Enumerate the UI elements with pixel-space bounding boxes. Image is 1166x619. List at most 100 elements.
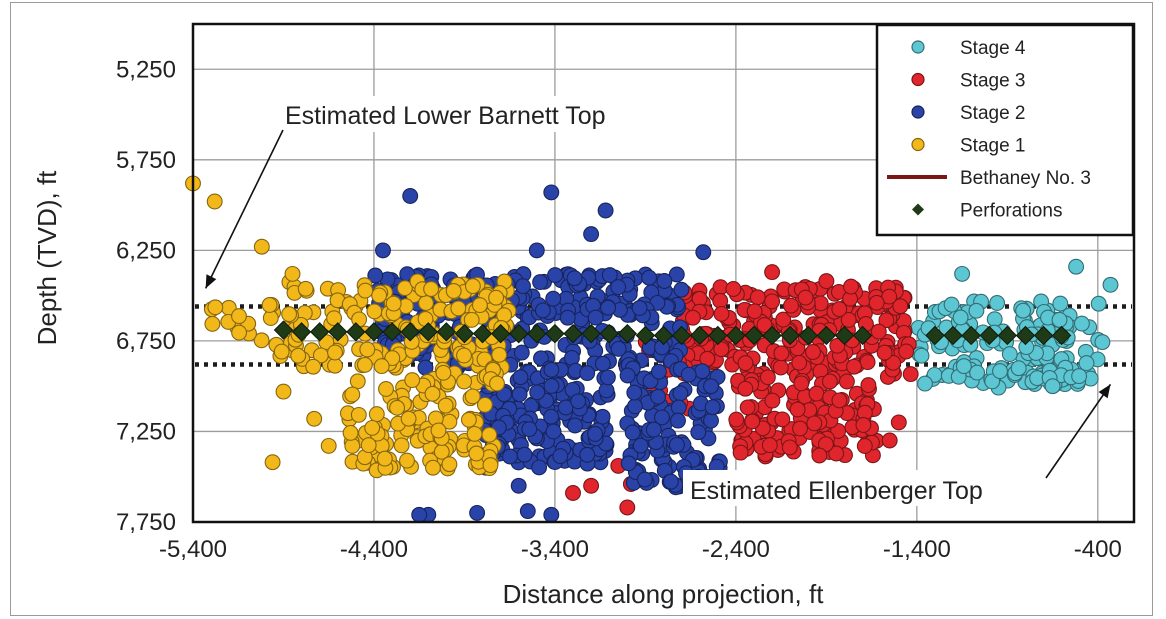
stage-2-point: [375, 242, 391, 259]
perforation-marker: [454, 323, 475, 344]
stage-1-point: [297, 280, 314, 297]
stage-1-point: [435, 364, 452, 381]
stage-4-point: [989, 295, 1006, 311]
stage-3-point: [764, 293, 781, 310]
stage-1-point: [306, 410, 323, 427]
stage-1-point: [463, 311, 480, 328]
stage-2-point: [624, 424, 641, 441]
stage-1-point: [378, 381, 394, 397]
stage-3-point: [902, 366, 919, 383]
perforation-marker: [400, 322, 420, 342]
y-tick-label: 5,250: [116, 56, 176, 83]
stage-2-point: [694, 363, 711, 380]
x-tick-label: -2,400: [702, 536, 770, 563]
stage-3-point: [855, 417, 872, 433]
y-tick-label: 5,750: [116, 147, 176, 174]
stage-3-point: [791, 354, 808, 371]
stage-1-point: [320, 437, 337, 454]
stage-4-point: [1094, 334, 1111, 351]
stage-3-point: [898, 343, 915, 360]
legend-entry-label: Bethaney No. 3: [960, 168, 1091, 189]
legend-entry-label: Stage 4: [960, 38, 1026, 59]
stage-1-point: [204, 315, 221, 332]
ellenberger-annotation: Estimated Ellenberger Top: [690, 477, 983, 505]
stage-1-point: [327, 344, 343, 361]
x-tick-label: -3,400: [521, 536, 589, 563]
stage-4-point: [992, 363, 1008, 380]
perforation-marker: [563, 323, 583, 344]
perforation-marker: [798, 325, 818, 346]
perforation-marker: [762, 325, 782, 346]
legend-box: [875, 23, 1135, 237]
stage-3-point: [737, 380, 754, 397]
legend-dot-marker: [911, 72, 925, 87]
stage-3-point: [619, 499, 636, 516]
stage-2-point: [583, 226, 600, 243]
stage-4-point: [1044, 378, 1061, 395]
stage-1-point: [468, 445, 485, 462]
stage-3-point: [728, 411, 745, 428]
perforation-marker: [472, 323, 493, 344]
stage-4-point: [954, 265, 971, 282]
stage-3-point: [781, 439, 798, 456]
perforation-marker: [273, 320, 294, 340]
stage-1-point: [450, 300, 467, 317]
stage-4-point: [969, 364, 986, 381]
stage-3-point: [793, 375, 810, 392]
perforation-marker: [943, 325, 963, 346]
stage-2-point: [543, 506, 560, 523]
stage-1-point: [430, 422, 447, 439]
annotations: Estimated Lower Barnett Top Estimated Ell…: [204, 96, 1112, 506]
stage-2-point: [695, 244, 712, 261]
perforation-marker: [1015, 325, 1036, 346]
stage-3-point: [764, 392, 781, 409]
perforation-marker: [490, 323, 511, 344]
stage-3-point: [583, 477, 600, 494]
stage-3-point: [797, 289, 814, 306]
stage-2-point: [641, 269, 658, 286]
annotation-arrow: [204, 129, 284, 289]
stage-1-point: [389, 399, 406, 416]
stage-1-point: [425, 459, 441, 476]
stage-3-point: [808, 385, 825, 402]
stage-4-point: [1090, 295, 1107, 312]
x-tick-label: -1,400: [883, 536, 951, 563]
stage-3-point: [840, 311, 857, 328]
stage-1-point: [290, 347, 307, 364]
perforation-marker: [581, 323, 601, 344]
stage-1-point: [356, 356, 373, 373]
stage-3-point: [565, 485, 581, 501]
annotation-arrowhead: [1098, 384, 1111, 399]
stage-3-point: [831, 301, 848, 318]
stage-1-point: [360, 437, 377, 454]
legend-entry-label: Stage 1: [960, 136, 1026, 157]
stage-3-point: [818, 273, 835, 290]
stage-3-point: [737, 355, 754, 372]
stage-1-point: [491, 346, 508, 363]
stage-3-point: [764, 264, 781, 281]
stage-1-point: [399, 452, 415, 469]
stage-1-point: [464, 388, 481, 405]
stage-2-point: [670, 412, 686, 429]
stage-1-point: [261, 297, 278, 313]
stage-2-point: [543, 378, 560, 394]
stage-1-point: [349, 373, 366, 390]
stage-2-point: [531, 459, 548, 476]
perforation-marker: [834, 325, 855, 346]
stage-2-point: [680, 366, 697, 383]
perforation-marker: [852, 325, 873, 346]
stage-1-point: [437, 397, 454, 414]
stage-4-point: [1051, 311, 1068, 328]
stage-1-point: [456, 347, 472, 364]
stage-1-point: [327, 357, 343, 374]
stage-1-point: [264, 454, 281, 471]
stage-3-point: [870, 323, 887, 340]
perforation-marker: [961, 325, 981, 346]
stage-3-point: [756, 317, 773, 333]
perforation-marker: [671, 325, 692, 346]
stage-2-point: [668, 436, 685, 453]
stage-2-point: [597, 202, 614, 219]
stage-2-point: [636, 471, 653, 488]
x-axis-label: Distance along projection, ft: [503, 579, 825, 609]
y-tick-label: 6,250: [116, 237, 176, 264]
